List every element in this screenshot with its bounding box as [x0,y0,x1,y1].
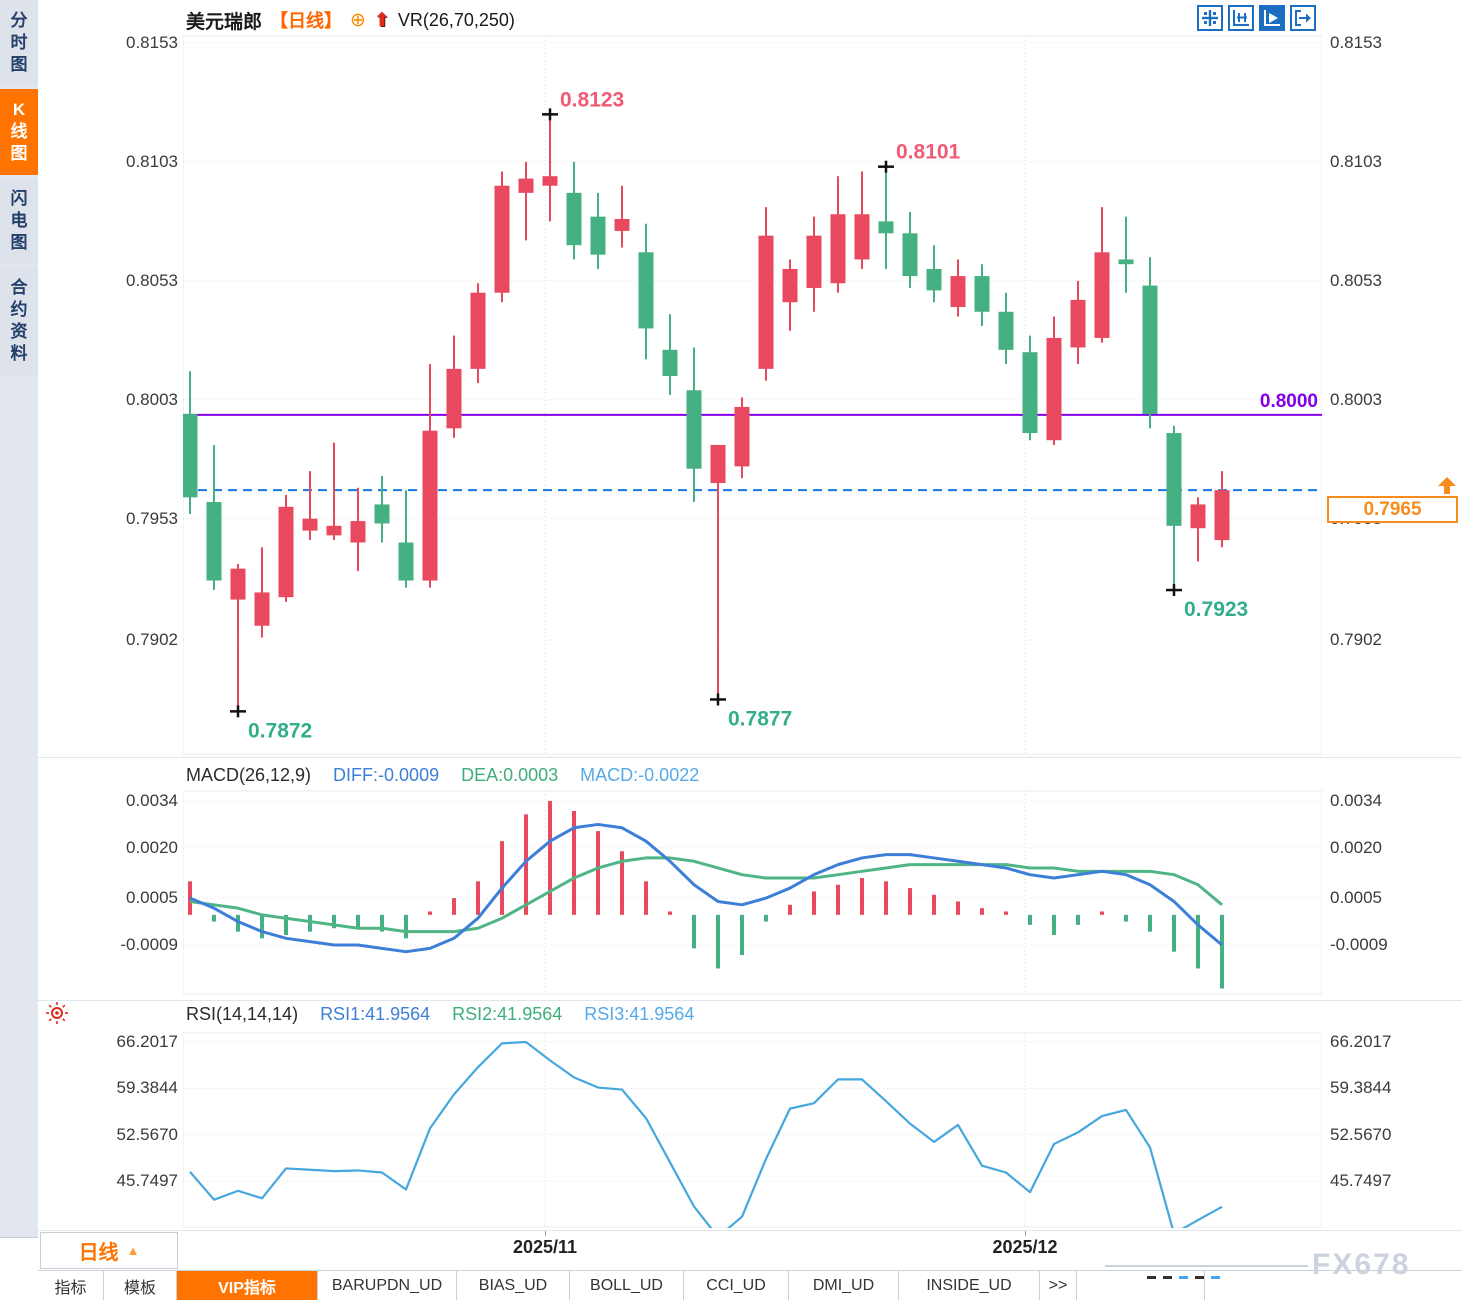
vr-indicator-label: VR(26,70,250) [397,9,515,30]
dropdown-arrow-icon: ▲ [126,1243,140,1258]
indicator-tab-biasud[interactable]: BIAS_UD [457,1271,570,1300]
macd-chart[interactable] [183,790,1322,995]
indicator-tab-[interactable]: 指标 [38,1271,104,1300]
macd-axis-label: 0.0020 [1330,837,1382,857]
fx678-watermark: FX678 [1312,1248,1411,1281]
indicator-tab-barupdnud[interactable]: BARUPDN_UD [318,1271,457,1300]
macd-axis-label: 0.0020 [126,837,178,857]
indicator-tab-insideud[interactable]: INSIDE_UD [899,1271,1040,1300]
price-axis-label: 0.8003 [126,389,178,409]
period-dropdown-label: 日线 [78,1242,119,1264]
rsi-chart[interactable] [183,1032,1322,1228]
panel-separator [38,1000,1462,1001]
macd-axis-label: -0.0009 [120,935,178,954]
chart-toolbar [1197,5,1316,31]
svg-text:0.7923: 0.7923 [1184,598,1248,621]
macd-axis-label: 0.0034 [1330,791,1382,810]
up-arrow-icon: ⬆ [373,9,390,31]
x-axis-tick [545,1231,546,1236]
indicator-tab-[interactable]: >> [1040,1271,1077,1300]
x-axis-date-label: 2025/12 [992,1237,1058,1257]
indicator-tab-cciud[interactable]: CCI_UD [684,1271,789,1300]
price-axis-label: 0.7902 [1330,630,1382,649]
indicator-tab-empty-cell [1077,1271,1205,1300]
rsi3-value: RSI3:41.9564 [584,1004,695,1024]
panel-separator [38,1230,1462,1231]
x-axis-band: 2025/11 2025/12 [38,1231,1462,1270]
macd-axis-label: 0.0034 [126,791,178,810]
price-axis-label: 0.8053 [126,270,178,290]
price-axis-label: 0.7953 [126,508,178,528]
rsi1-value: RSI1:41.9564 [320,1004,431,1024]
panel-separator [38,757,1462,758]
price-axis-label: 0.8103 [1330,151,1382,171]
rsi-axis-label: 45.7497 [116,1171,178,1190]
indicator-tab-bar: 指标 模板 VIP指标 BARUPDN_UD BIAS_UD BOLL_UD CCI_UD D… [38,1270,1462,1300]
macd-diff-value: DIFF:-0.0009 [333,765,440,785]
sidebar-tab-4[interactable]: 合约资料 [0,267,38,375]
rsi-title: RSI(14,14,14) [186,1004,299,1024]
macd-dea-value: DEA:0.0003 [461,765,559,785]
sidebar-tab-3[interactable]: 闪电图 [0,178,38,264]
rsi2-value: RSI2:41.9564 [452,1004,563,1024]
axis-range-icon[interactable] [1228,5,1254,31]
price-axis-label: 0.8103 [126,151,178,171]
main-candlestick-chart[interactable]: 0.8000 0.7872 0.8123 0.7877 0.8101 0.7923 [183,35,1322,755]
rsi-axis-label: 66.2017 [116,1032,178,1051]
watermark-line [1105,1265,1308,1267]
sidebar-tab-1[interactable]: 分时图 [0,0,38,86]
rsi-axis-label: 52.5670 [116,1124,178,1144]
indicator-tab-bollud[interactable]: BOLL_UD [570,1271,684,1300]
rsi-axis-label: 59.3844 [116,1078,178,1098]
svg-text:0.7877: 0.7877 [728,707,792,730]
x-axis-tick [1025,1231,1026,1236]
period-label: 【日线】 [270,11,343,31]
svg-text:0.8101: 0.8101 [896,141,961,164]
macd-title: MACD(26,12,9) [186,765,312,785]
symbol-title: 美元瑞郎 [186,11,263,33]
mini-dash-marks [1147,1276,1220,1279]
svg-text:0.8000: 0.8000 [1260,391,1318,412]
shift-right-icon[interactable] [1290,5,1316,31]
price-axis-label: 0.8003 [1330,389,1382,409]
add-circle-icon[interactable]: ⊕ [350,9,366,31]
indicator-tab-vip[interactable]: VIP指标 [177,1271,318,1300]
price-axis-label: 0.8153 [126,33,178,52]
x-axis-date-label: 2025/11 [512,1237,578,1257]
rsi-axis-label: 52.5670 [1330,1124,1392,1144]
period-dropdown-button[interactable]: 日线 ▲ [40,1232,178,1269]
rsi-axis-label: 59.3844 [1330,1078,1392,1098]
current-price-tag: 0.7965 [1327,496,1458,523]
macd-axis-label: 0.0005 [1330,888,1382,908]
price-axis-label: 0.8053 [1330,270,1382,290]
svg-text:0.7872: 0.7872 [248,719,312,742]
rsi-header: RSI(14,14,14) RSI1:41.9564 RSI2:41.9564 … [186,1004,694,1025]
svg-text:0.8123: 0.8123 [560,88,624,111]
macd-axis-label: -0.0009 [1330,935,1388,954]
price-axis-label: 0.8153 [1330,33,1382,52]
rsi-axis-label: 45.7497 [1330,1171,1392,1190]
macd-axis-label: 0.0005 [126,888,178,908]
macd-macd-value: MACD:-0.0022 [580,765,700,785]
pan-crosshair-icon[interactable] [1197,5,1223,31]
sidebar-bottom-box [0,1237,38,1300]
chart-header: 美元瑞郎 【日线】 ⊕ ⬆ VR(26,70,250) [186,6,515,34]
indicator-tab-dmiud[interactable]: DMI_UD [789,1271,899,1300]
rsi-axis-label: 66.2017 [1330,1032,1392,1051]
price-axis-label: 0.7902 [126,630,178,649]
auto-scroll-icon[interactable] [1259,5,1285,31]
indicator-tab-[interactable]: 模板 [104,1271,177,1300]
macd-header: MACD(26,12,9) DIFF:-0.0009 DEA:0.0003 MA… [186,765,699,786]
